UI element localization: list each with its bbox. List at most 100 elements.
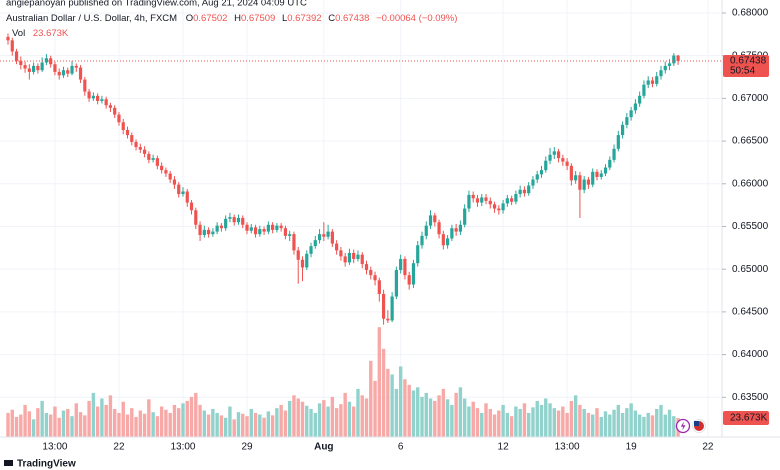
candle-body — [10, 40, 14, 52]
volume-bar — [659, 404, 663, 437]
volume-bar — [586, 412, 591, 437]
candle-body — [377, 280, 381, 294]
candle-body — [292, 234, 296, 251]
candle-body — [620, 124, 625, 136]
volume-bar — [125, 414, 130, 437]
candle-body — [655, 76, 659, 84]
volume-bar — [19, 414, 23, 437]
candle-body — [313, 240, 317, 247]
logo: TradingView — [4, 459, 76, 470]
volume-bar — [578, 404, 582, 437]
candle-body — [14, 51, 19, 61]
candle-body — [561, 158, 565, 162]
volume-bar — [296, 398, 300, 437]
candle-body — [322, 234, 326, 237]
candle-body — [574, 175, 578, 181]
candle-body — [480, 197, 484, 203]
event-icons — [675, 418, 706, 434]
volume-bar — [78, 412, 83, 437]
candle-body — [471, 194, 475, 199]
volume-bar — [236, 412, 241, 437]
volume-label-box — [723, 411, 769, 426]
candle-body — [475, 198, 480, 203]
volume-bar — [454, 392, 458, 437]
candle-body — [87, 91, 91, 99]
volume-bar — [416, 387, 420, 437]
ohlc-header: Australian Dollar / U.S. Dollar, 4h, FXC… — [6, 13, 457, 24]
volume-bar — [420, 396, 424, 437]
y-tick-label: 0.63500 — [732, 392, 769, 403]
volume-bar — [104, 404, 108, 437]
volume-bar — [172, 404, 177, 437]
x-tick-label: 22 — [702, 442, 714, 453]
volume-bar — [381, 348, 386, 437]
candle-body — [642, 84, 646, 96]
ohlc-value: 0.67438 — [335, 13, 369, 24]
volume-bar — [535, 400, 539, 437]
candle-body — [253, 227, 258, 235]
volume-bar — [471, 401, 475, 437]
candle-body — [326, 231, 330, 237]
candle-body — [629, 110, 633, 118]
volume-bar — [151, 412, 155, 437]
volume-bar — [313, 412, 317, 437]
volume-bar — [646, 412, 650, 437]
volume-bar — [10, 409, 14, 437]
volume-layer — [6, 327, 680, 437]
volume-bar — [23, 404, 27, 437]
volume-bar — [74, 403, 78, 437]
candle-body — [309, 246, 313, 254]
candle-body — [219, 225, 223, 229]
volume-bar — [95, 406, 100, 437]
candle-body — [454, 228, 458, 232]
candle-body — [36, 65, 40, 71]
volume-bar — [403, 379, 407, 437]
candle-body — [330, 231, 334, 244]
candle-body — [100, 99, 104, 101]
last-price-box — [723, 54, 769, 77]
candle-body — [155, 158, 159, 166]
candle-body — [211, 231, 215, 235]
candle-body — [241, 217, 245, 225]
volume-bar — [398, 366, 403, 437]
volume-bar — [31, 419, 36, 437]
candle-layer — [0, 33, 722, 325]
volume-value: 23.673K — [33, 28, 69, 39]
candle-body — [142, 149, 147, 154]
volume-bar — [591, 414, 595, 437]
candle-body — [364, 264, 369, 271]
candle-body — [467, 194, 471, 209]
volume-bar — [544, 398, 548, 437]
candle-body — [288, 234, 292, 236]
candle-body — [74, 65, 78, 68]
volume-bar — [317, 403, 322, 437]
volume-bar — [27, 411, 32, 437]
candle-body — [565, 161, 569, 166]
candle-body — [531, 179, 535, 186]
volume-header: Vol 23.673K — [12, 28, 69, 39]
volume-bar — [531, 407, 535, 437]
volume-bar — [134, 416, 138, 437]
volume-bar — [655, 408, 659, 437]
candle-body — [266, 224, 270, 232]
volume-bar — [270, 415, 275, 437]
candle-body — [215, 225, 219, 232]
volume-bar — [309, 408, 313, 437]
volume-bar — [138, 410, 143, 437]
candle-body — [659, 70, 663, 77]
candle-body — [134, 141, 138, 148]
candle-body — [510, 198, 514, 202]
volume-bar — [629, 403, 633, 437]
y-tick-label: 0.68000 — [732, 8, 769, 19]
volume-bar — [258, 414, 262, 437]
volume-bar — [608, 414, 612, 437]
candle-body — [420, 235, 424, 246]
candle-body — [578, 175, 582, 190]
candle-body — [224, 218, 228, 229]
volume-bar — [386, 368, 390, 437]
candle-body — [441, 234, 445, 246]
volume-bar — [113, 408, 117, 437]
volume-bar — [44, 412, 49, 437]
